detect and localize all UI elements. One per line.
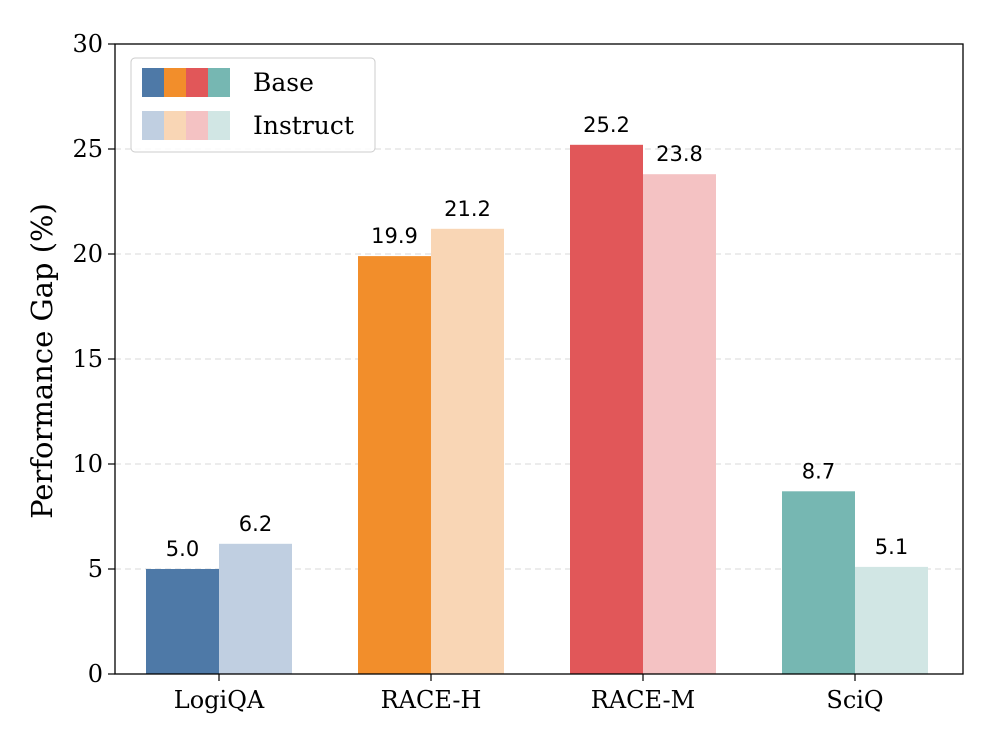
bar-instruct-sciq	[855, 566, 928, 674]
bar-value-label: 8.7	[802, 459, 835, 483]
legend-swatch	[186, 111, 208, 140]
legend-label-base: Base	[253, 68, 314, 97]
legend-swatch	[208, 68, 230, 97]
legend-swatch	[142, 68, 164, 97]
bar-value-label: 21.2	[444, 197, 491, 221]
x-tick-label: SciQ	[826, 686, 883, 714]
bar-base-logiqa	[146, 569, 219, 674]
bar-value-labels: 5.0 6.2 19.9 21.2 25.2 23.8 8.7 5.1	[166, 113, 908, 561]
legend-label-instruct: Instruct	[253, 111, 354, 140]
bar-instruct-logiqa	[219, 543, 292, 674]
x-tick-label: RACE-M	[591, 686, 695, 714]
x-tick-label: RACE-H	[381, 686, 482, 714]
bar-base-race-m	[570, 144, 643, 675]
legend-swatch	[208, 111, 230, 140]
axes: 0 5 10 15 20 25 30 LogiQA RACE-H RACE-M SciQ	[72, 30, 964, 714]
y-tick-label: 10	[72, 450, 103, 478]
legend: Base Instruct	[130, 57, 376, 153]
legend-swatch	[164, 68, 186, 97]
bar-value-label: 5.1	[875, 535, 908, 559]
y-axis-title: Performance Gap (%)	[25, 203, 59, 519]
y-tick-label: 5	[88, 555, 103, 583]
y-tick-label: 30	[72, 30, 103, 58]
plot-frame	[114, 43, 964, 675]
bar-instruct-race-m	[643, 174, 716, 674]
bar-base-race-h	[358, 256, 431, 674]
x-tick-label: LogiQA	[174, 686, 265, 714]
bar-base-sciq	[782, 491, 855, 674]
y-tick-label: 20	[72, 240, 103, 268]
bar-value-label: 23.8	[656, 142, 703, 166]
bar-value-label: 25.2	[583, 113, 630, 137]
legend-swatch	[186, 68, 208, 97]
bar-value-label: 6.2	[239, 512, 272, 536]
legend-swatch	[142, 111, 164, 140]
legend-swatch	[164, 111, 186, 140]
bar-instruct-race-h	[431, 228, 504, 675]
bars	[146, 144, 928, 675]
bar-value-label: 5.0	[166, 537, 199, 561]
y-tick-label: 25	[72, 135, 103, 163]
y-tick-label: 0	[88, 660, 103, 688]
y-tick-label: 15	[72, 345, 103, 373]
bar-value-label: 19.9	[371, 224, 418, 248]
